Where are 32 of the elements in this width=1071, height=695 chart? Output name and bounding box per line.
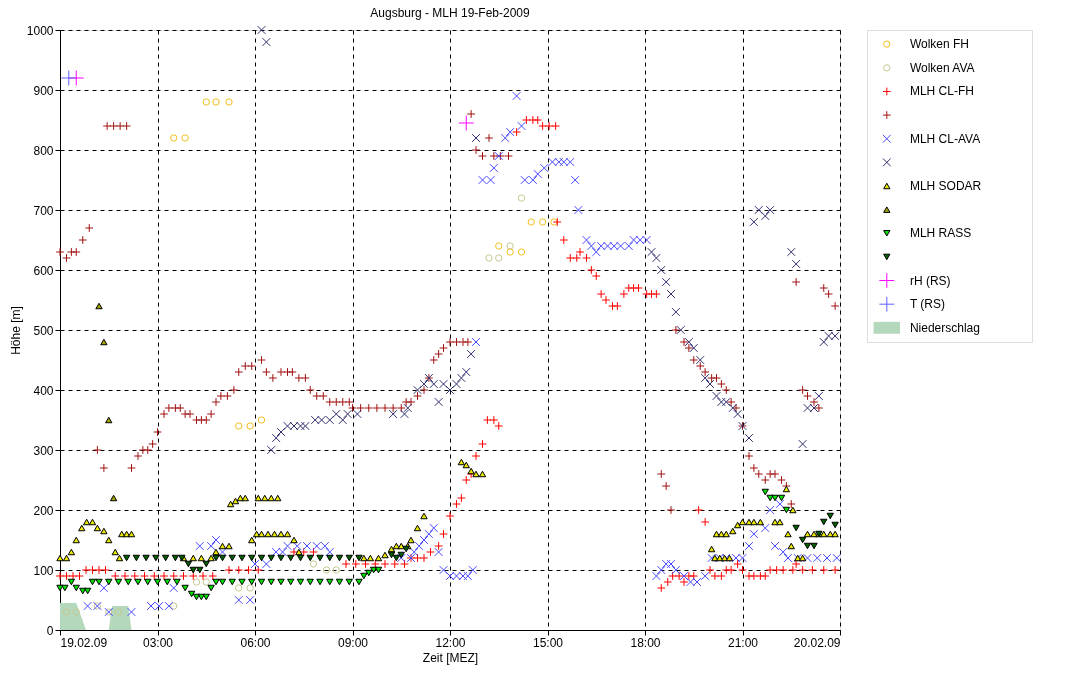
- y-tick-label: 600: [33, 263, 54, 278]
- y-tick-label: 200: [33, 503, 54, 518]
- y-axis-title: Höhe [m]: [8, 306, 23, 355]
- legend-label: Wolken FH: [909, 37, 970, 52]
- x-tick-label: 18:00: [630, 635, 661, 650]
- x-tick-label: 06:00: [240, 635, 271, 650]
- legend-label: rH (RS): [909, 273, 951, 288]
- legend-label: Niederschlag: [909, 320, 980, 335]
- x-tick-label: 12:00: [435, 635, 466, 650]
- y-tick-label: 700: [33, 203, 54, 218]
- legend-label: MLH CL-AVA: [909, 131, 981, 146]
- x-tick-label: 20.02.09: [793, 635, 841, 650]
- x-tick-label: 15:00: [532, 635, 564, 650]
- legend-label: T (RS): [909, 297, 946, 312]
- x-tick-label: 03:00: [142, 635, 174, 650]
- x-axis-title: Zeit [MEZ]: [422, 650, 479, 665]
- y-tick-label: 300: [33, 443, 54, 458]
- y-tick-label: 500: [33, 323, 54, 338]
- x-tick-label: 21:00: [727, 635, 759, 650]
- legend-label: MLH CL-FH: [909, 84, 974, 99]
- x-tick-label: 09:00: [337, 635, 369, 650]
- x-tick-label: 19.02.09: [60, 635, 108, 650]
- legend-label: Wolken AVA: [909, 60, 975, 75]
- y-tick-label: 0: [46, 623, 54, 638]
- legend-label: MLH RASS: [909, 226, 972, 241]
- y-tick-label: 400: [33, 383, 54, 398]
- y-tick-label: 900: [33, 83, 54, 98]
- y-tick-label: 1000: [26, 23, 54, 38]
- chart-title: Augsburg - MLH 19-Feb-2009: [370, 6, 531, 20]
- y-tick-label: 800: [33, 143, 54, 158]
- y-tick-label: 100: [33, 563, 54, 578]
- legend-label: MLH SODAR: [909, 179, 982, 193]
